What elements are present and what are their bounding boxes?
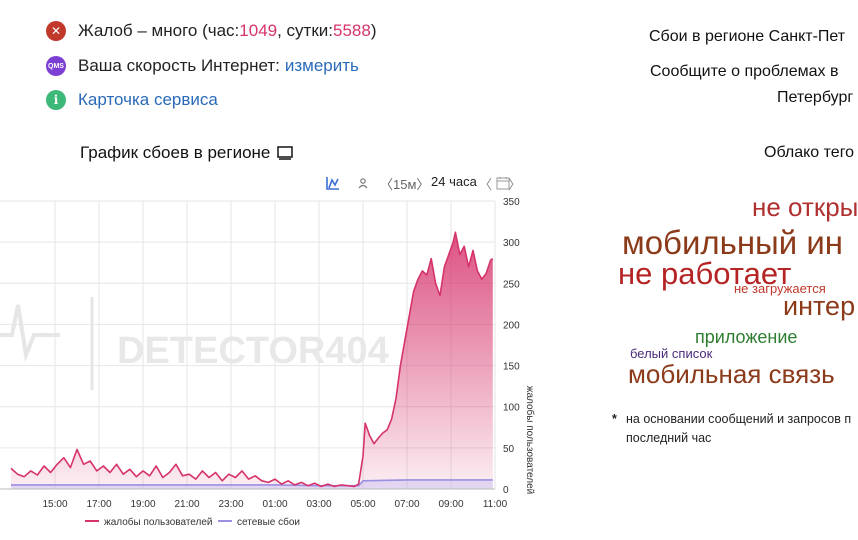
tag-cloud-title: Облако тего [764,144,855,161]
outage-chart: DETECTOR404 0 50 100 150 200 250 300 350 15:00 17… [0,197,536,528]
nav-left-button[interactable]: 〈 [479,177,493,192]
x-tick-label: 19:00 [130,499,155,510]
person-icon[interactable] [357,177,369,189]
y-axis-label: жалобы пользователей [524,386,536,495]
footnote-star: * [612,412,617,426]
region-outages-heading: Сбои в регионе Санкт-Пет [649,28,846,45]
complaints-hour-count: 1049 [239,21,278,40]
axis-layer: 0 50 100 150 200 250 300 350 15:00 17:00 19:00 21:0… [0,197,520,510]
x-tick-label: 21:00 [174,499,199,510]
footnote-line-2: последний час [626,431,712,445]
measure-speed-link[interactable]: измерить [284,56,359,75]
tag-cloud-item[interactable]: белый список [630,346,713,361]
tag-cloud-item[interactable]: приложение [695,327,798,347]
y-tick-label: 150 [503,362,520,373]
legend-label: сетевые сбои [237,516,300,528]
report-problems-line-2[interactable]: Петербург [777,89,854,106]
monitor-icon[interactable] [277,146,294,160]
chart-title-text: График сбоев в регионе [80,143,271,162]
y-tick-label: 0 [503,485,509,496]
info-icon: i [46,90,66,110]
complaints-suffix: ) [370,21,377,40]
tag-cloud-item[interactable]: не откры [752,192,858,222]
speed-test-line: QMS Ваша скорость Интернет: измерить [46,56,359,76]
x-tick-label: 03:00 [306,499,331,510]
x-tick-label: 05:00 [350,499,375,510]
y-tick-label: 250 [503,279,520,290]
nav-right-button[interactable]: 〉 [508,177,522,192]
footnote-line-1: на основании сообщений и запросов п [626,412,852,426]
qms-icon: QMS [46,56,66,76]
watermark-layer: DETECTOR404 [0,297,389,390]
x-tick-label: 09:00 [438,499,463,510]
y-tick-label: 350 [503,197,520,208]
complaints-line [10,231,494,488]
x-tick-label: 17:00 [86,499,111,510]
network-outages-line [11,479,493,487]
range-24h-button[interactable]: 24 часа [431,174,477,189]
x-tick-label: 23:00 [218,499,243,510]
y-tick-label: 300 [503,238,520,249]
x-tick-label: 07:00 [394,499,419,510]
watermark-text: DETECTOR404 [117,330,389,372]
service-card-line: i Карточка сервиса [46,90,218,110]
complaints-status: ✕ Жалоб – много (час: 1049 , сутки: 5588… [46,21,377,41]
network-outages-area [11,479,493,489]
error-icon: ✕ [46,21,66,41]
x-tick-label: 01:00 [262,499,287,510]
calendar-icon[interactable] [496,176,510,190]
tag-cloud-item[interactable]: не работает [618,256,792,291]
range-15m-button[interactable]: 〈15м〉 [380,177,430,192]
complaints-prefix: Жалоб – много (час: [78,21,240,40]
tag-cloud-item[interactable]: мобильная связь [628,359,835,389]
speed-label: Ваша скорость Интернет: [78,56,280,75]
chart-title: График сбоев в регионе [80,143,294,163]
complaints-day-count: 5588 [333,21,371,40]
service-card-link[interactable]: Карточка сервиса [78,90,218,109]
y-tick-label: 200 [503,320,520,331]
x-tick-label: 15:00 [42,499,67,510]
series-layer [10,231,494,490]
tag-cloud-item[interactable]: интер [783,291,856,321]
tag-cloud-item[interactable]: не загружается [734,281,826,296]
watermark-pulse-icon [0,304,60,363]
area-chart-toggle-icon[interactable] [325,175,341,191]
y-tick-label: 50 [503,444,515,455]
legend-label: жалобы пользователей [104,516,213,528]
report-problems-line[interactable]: Сообщите о проблемах в [650,63,839,80]
tag-cloud-item[interactable]: мобильный ин [622,224,844,261]
y-tick-label: 100 [503,403,520,414]
x-tick-label: 11:00 [483,499,508,510]
legend: жалобы пользователей сетевые сбои [85,516,300,528]
complaints-mid: , сутки: [277,21,333,40]
